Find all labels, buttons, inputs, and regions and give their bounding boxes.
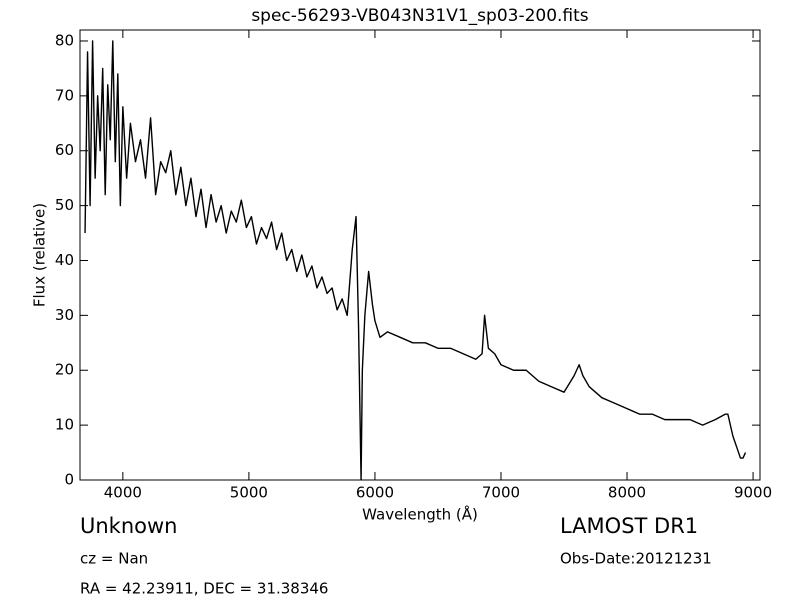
y-tick-label: 70 bbox=[55, 86, 74, 104]
x-tick-label: 8000 bbox=[608, 484, 646, 502]
y-tick-label: 20 bbox=[55, 361, 74, 379]
y-tick-label: 60 bbox=[55, 141, 74, 159]
y-tick-label: 50 bbox=[55, 196, 74, 214]
survey-label: LAMOST DR1 bbox=[560, 514, 698, 538]
x-tick-label: 6000 bbox=[356, 484, 394, 502]
object-label: Unknown bbox=[80, 514, 177, 538]
cz-label: cz = Nan bbox=[80, 550, 148, 568]
plot-frame bbox=[79, 29, 761, 481]
obs-date-label: Obs-Date:20121231 bbox=[560, 550, 712, 568]
y-tick-label: 80 bbox=[55, 31, 74, 49]
x-tick-label: 4000 bbox=[104, 484, 142, 502]
y-axis-label: Flux (relative) bbox=[31, 203, 49, 307]
x-tick-label: 9000 bbox=[734, 484, 772, 502]
y-tick-label: 10 bbox=[55, 416, 74, 434]
x-tick-label: 5000 bbox=[230, 484, 268, 502]
spectrum-line bbox=[84, 40, 747, 480]
x-tick-label: 7000 bbox=[482, 484, 520, 502]
x-axis-label: Wavelength (Å) bbox=[362, 505, 478, 524]
y-tick-label: 40 bbox=[55, 251, 74, 269]
coords-label: RA = 42.23911, DEC = 31.38346 bbox=[80, 580, 328, 598]
chart-title: spec-56293-VB043N31V1_sp03-200.fits bbox=[251, 6, 588, 26]
y-tick-label: 0 bbox=[64, 471, 74, 489]
y-tick-label: 30 bbox=[55, 306, 74, 324]
